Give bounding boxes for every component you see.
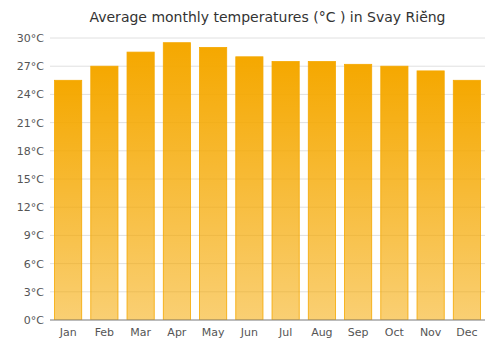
- x-tick-label: Nov: [420, 326, 442, 339]
- bar: [236, 57, 263, 320]
- y-tick-label: 0°C: [24, 314, 44, 327]
- y-tick-label: 9°C: [24, 229, 44, 242]
- bar: [55, 80, 82, 320]
- y-tick-label: 3°C: [24, 286, 44, 299]
- x-tick-label: Oct: [385, 326, 405, 339]
- x-tick-label: Feb: [95, 326, 114, 339]
- y-tick-label: 15°C: [17, 173, 44, 186]
- x-tick-label: Sep: [348, 326, 369, 339]
- bar: [91, 66, 118, 320]
- x-tick-label: Mar: [130, 326, 151, 339]
- chart: Average monthly temperatures (°C ) in Sv…: [0, 0, 500, 350]
- y-tick-label: 24°C: [17, 88, 44, 101]
- bar: [272, 62, 299, 321]
- bar: [163, 43, 190, 320]
- y-axis: 0°C 3°C 6°C 9°C 12°C 15°C 18°C 21°C 24°C 27°C 30°C: [17, 32, 44, 327]
- bars: [55, 43, 481, 320]
- y-tick-label: 30°C: [17, 32, 44, 45]
- x-axis: Jan Feb Mar Apr May Jun Jul Aug Sep Oct Nov Dec: [50, 320, 485, 339]
- bar: [308, 62, 335, 321]
- y-tick-label: 27°C: [17, 60, 44, 73]
- x-tick-label: Apr: [167, 326, 187, 339]
- y-tick-label: 18°C: [17, 145, 44, 158]
- title: Average monthly temperatures (°C ) in Sv…: [89, 9, 445, 25]
- x-tick-label: Jun: [240, 326, 258, 339]
- bar: [345, 64, 372, 320]
- x-tick-label: Aug: [311, 326, 332, 339]
- x-axis-line: [50, 320, 485, 321]
- grid-line: [50, 38, 485, 39]
- bar: [381, 66, 408, 320]
- y-tick-label: 21°C: [17, 117, 44, 130]
- y-tick-label: 12°C: [17, 201, 44, 214]
- bar: [417, 71, 444, 320]
- grid-line: [50, 320, 485, 321]
- grid: [50, 38, 485, 320]
- x-tick-label: May: [202, 326, 225, 339]
- bar: [127, 52, 154, 320]
- bar: [453, 80, 480, 320]
- bar: [200, 47, 227, 320]
- x-tick-label: Jul: [278, 326, 292, 339]
- x-tick-label: Dec: [456, 326, 477, 339]
- y-tick-label: 6°C: [24, 258, 44, 271]
- x-tick-label: Jan: [59, 326, 77, 339]
